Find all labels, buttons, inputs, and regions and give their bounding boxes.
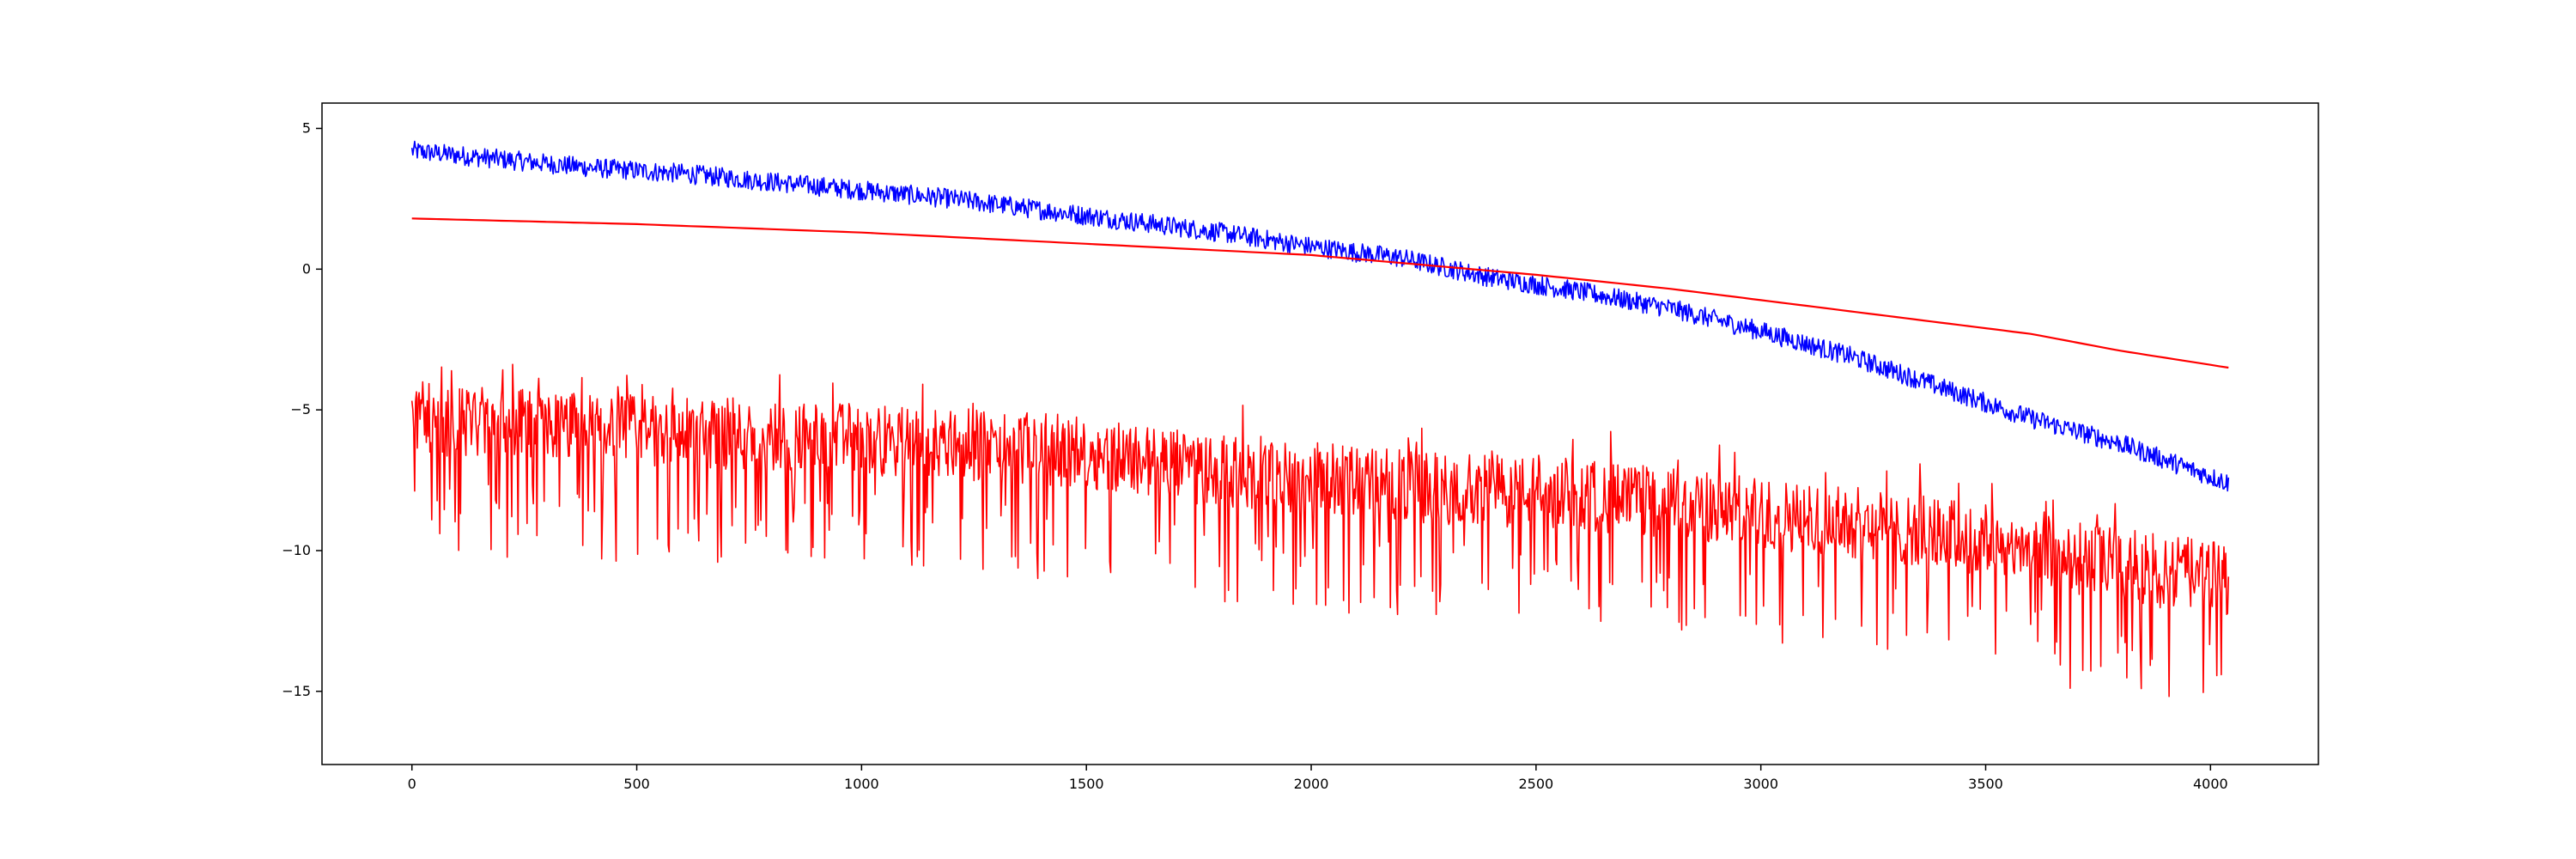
y-axis: 5 0 −5 −10 −15 <box>282 119 322 699</box>
x-tick-label: 0 <box>408 776 416 792</box>
axes-frame <box>321 102 2319 765</box>
x-tick-label: 2000 <box>1294 776 1329 792</box>
x-tick-label: 500 <box>623 776 650 792</box>
x-tick-label: 1000 <box>844 776 879 792</box>
x-axis: 0 500 1000 1500 2000 2500 3000 3500 4000 <box>408 765 2228 792</box>
y-tick-label: 0 <box>302 260 311 277</box>
x-tick-label: 2500 <box>1518 776 1553 792</box>
y-tick-label: −10 <box>282 542 311 558</box>
series-line-3 <box>410 363 2230 698</box>
x-tick-label: 3500 <box>1968 776 2003 792</box>
series-line-1 <box>410 140 2230 492</box>
y-tick-label: −15 <box>282 683 311 699</box>
y-tick-label: −5 <box>290 401 311 417</box>
plot-area <box>410 140 2230 698</box>
x-tick-label: 4000 <box>2193 776 2228 792</box>
y-tick-label: 5 <box>302 119 311 136</box>
series-line-2 <box>411 217 2229 369</box>
x-tick-label: 1500 <box>1069 776 1104 792</box>
x-tick-label: 3000 <box>1743 776 1778 792</box>
